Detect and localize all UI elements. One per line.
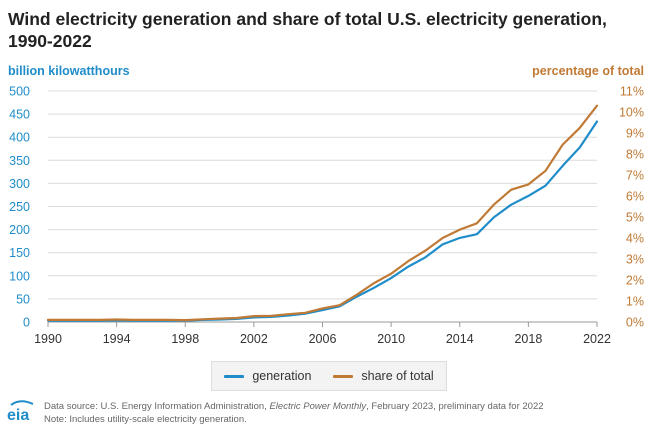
x-tick-label: 1990 [34, 332, 62, 346]
right-axis-ticks: 0% 1% 2% 3% 4% 5% 6% 7% 8% 9% 10% 11% [619, 85, 644, 330]
x-tick-label: 2006 [309, 332, 337, 346]
footer: eia Data source: U.S. Energy Information… [0, 395, 648, 427]
x-tick-label: 2010 [377, 332, 405, 346]
note-text: Note: Includes utility-scale electricity… [44, 413, 247, 425]
left-axis-unit: billion kilowatthours [8, 64, 130, 78]
source-note: Data source: U.S. Energy Information Adm… [44, 401, 544, 426]
x-tick-label: 2014 [446, 332, 474, 346]
right-tick-label: 7% [626, 169, 644, 183]
legend-swatch-generation [224, 374, 245, 378]
x-axis-ticks: 1990 1994 1998 2002 2006 2010 2014 2018 2022 [34, 322, 611, 346]
gridlines [48, 90, 597, 323]
legend-swatch-share [333, 374, 354, 378]
left-tick-label: 350 [9, 154, 30, 168]
legend-label-generation: generation [252, 369, 312, 383]
left-tick-label: 400 [9, 131, 30, 145]
source-publication: Electric Power Monthly [269, 401, 367, 412]
x-tick-label: 2022 [583, 332, 611, 346]
right-tick-label: 4% [626, 232, 644, 246]
legend-item-generation: generation [224, 369, 311, 383]
legend: generation share of total [211, 361, 447, 391]
right-tick-label: 1% [626, 295, 644, 309]
x-tick-label: 2002 [240, 332, 268, 346]
right-tick-label: 2% [626, 274, 644, 288]
right-tick-label: 10% [619, 106, 644, 120]
series-lines [46, 104, 599, 322]
left-tick-label: 200 [9, 223, 30, 237]
left-tick-label: 250 [9, 200, 30, 214]
left-tick-label: 150 [9, 246, 30, 260]
share-of-total-line [46, 104, 599, 322]
left-tick-label: 300 [9, 177, 30, 191]
right-tick-label: 0% [626, 316, 644, 330]
right-tick-label: 5% [626, 211, 644, 225]
x-tick-label: 1994 [103, 332, 131, 346]
right-tick-label: 9% [626, 127, 644, 141]
left-tick-label: 0 [23, 316, 30, 330]
right-tick-label: 8% [626, 148, 644, 162]
left-tick-label: 450 [9, 108, 30, 122]
source-suffix: , February 2023, preliminary data for 20… [366, 401, 544, 412]
logo-text: eia [7, 407, 29, 423]
data-source: Data source: U.S. Energy Information Adm… [44, 401, 544, 414]
left-axis-ticks: 0 50 100 150 200 250 300 350 400 450 500 [9, 85, 30, 330]
chart-plot: 0 50 100 150 200 250 300 350 400 450 500 0% 1% 2% 3% 4… [9, 85, 644, 347]
x-tick-label: 1998 [171, 332, 199, 346]
chart-title: Wind electricity generation and share of… [8, 9, 607, 51]
right-tick-label: 11% [620, 85, 644, 99]
right-tick-label: 6% [626, 190, 644, 204]
left-tick-label: 50 [16, 292, 30, 306]
left-tick-label: 100 [9, 269, 30, 283]
right-tick-label: 3% [626, 253, 644, 267]
right-axis-unit: percentage of total [532, 64, 644, 78]
x-tick-label: 2018 [514, 332, 542, 346]
generation-line [46, 120, 599, 322]
legend-item-share: share of total [333, 369, 434, 383]
legend-label-share: share of total [361, 369, 434, 383]
eia-logo: eia [7, 400, 34, 423]
source-prefix: Data source: U.S. Energy Information Adm… [44, 401, 270, 412]
left-tick-label: 500 [9, 85, 30, 99]
